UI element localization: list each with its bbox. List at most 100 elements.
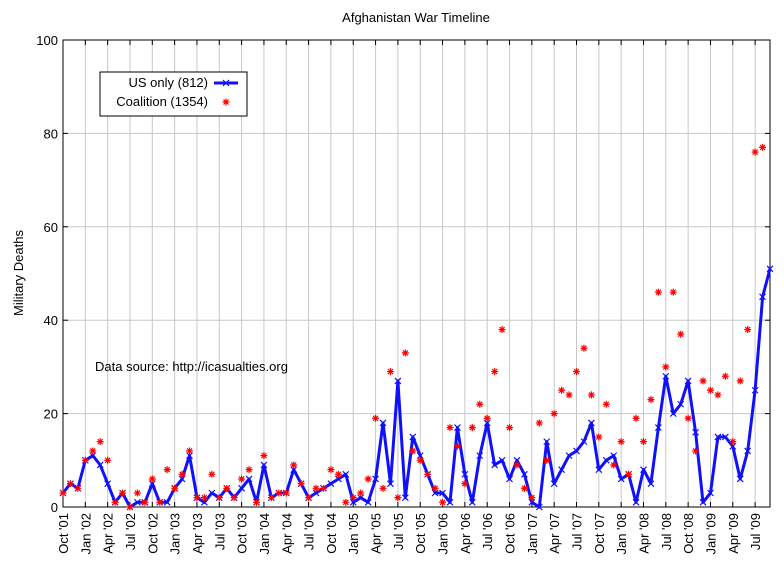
x-tick-label: Jul '07 (570, 513, 585, 550)
data-point-coalition (692, 447, 700, 455)
data-point-coalition (535, 419, 543, 427)
data-point-coalition (647, 396, 655, 404)
data-point-coalition (409, 447, 417, 455)
data-point-us (602, 456, 610, 464)
data-source-annotation: Data source: http://icasualties.org (95, 359, 288, 374)
legend: US only (812) Coalition (1354) (99, 71, 248, 117)
y-tick-label: 100 (36, 33, 58, 48)
data-point-coalition (625, 470, 633, 478)
data-point-us (580, 438, 588, 446)
data-point-coalition (141, 498, 149, 506)
data-point-coalition (729, 438, 737, 446)
data-point-us (721, 433, 729, 441)
data-point-us (617, 475, 625, 483)
data-point-us (736, 475, 744, 483)
x-tick-label: Jul '02 (123, 513, 138, 550)
data-point-coalition (699, 377, 707, 385)
y-axis: 0 20 40 60 80 100 (36, 33, 770, 515)
x-tick-label: Jul '09 (748, 513, 763, 550)
data-point-coalition (491, 368, 499, 376)
x-tick-label: Jan '09 (703, 513, 718, 555)
data-point-coalition (461, 480, 469, 488)
x-tick-label: Jul '05 (391, 513, 406, 550)
data-point-us (595, 466, 603, 474)
data-point-coalition (573, 368, 581, 376)
data-point-coalition (171, 484, 179, 492)
data-point-us (640, 466, 647, 474)
data-point-us (245, 475, 253, 483)
data-point-coalition (186, 447, 194, 455)
data-point-coalition (706, 386, 714, 394)
data-point-coalition (290, 461, 298, 469)
data-point-coalition (439, 498, 447, 506)
data-point-coalition (476, 400, 484, 408)
data-point-coalition (446, 424, 454, 432)
data-point-coalition (357, 489, 365, 497)
data-point-coalition (119, 489, 127, 497)
series-1 (59, 143, 767, 511)
data-point-coalition (550, 410, 558, 418)
y-tick-label: 40 (44, 313, 58, 328)
data-point-us (699, 498, 707, 506)
data-point-coalition (528, 494, 536, 502)
data-point-us (208, 489, 216, 497)
data-point-us (647, 480, 655, 488)
data-point-coalition (223, 484, 231, 492)
x-tick-label: Apr '05 (369, 513, 384, 554)
data-point-coalition (684, 414, 692, 422)
x-tick-label: Jan '05 (346, 513, 361, 555)
data-point-coalition (208, 470, 216, 478)
data-point-us (677, 400, 685, 408)
data-point-coalition (148, 475, 156, 483)
x-tick-label: Oct '06 (503, 513, 518, 554)
data-point-coalition (275, 489, 283, 497)
x-tick-label: Jul '03 (212, 513, 227, 550)
x-tick-label: Jan '02 (78, 513, 93, 555)
x-tick-label: Oct '08 (681, 513, 696, 554)
data-point-us (476, 452, 484, 460)
data-point-us (498, 456, 506, 464)
data-point-coalition (66, 480, 74, 488)
y-tick-label: 60 (44, 220, 58, 235)
data-point-us (364, 498, 372, 506)
data-point-coalition (513, 461, 521, 469)
grid-layer (63, 40, 770, 507)
data-point-us (550, 480, 558, 488)
data-point-us (692, 428, 700, 436)
data-point-coalition (178, 470, 186, 478)
x-tick-label: Jan '08 (614, 513, 629, 555)
data-point-coalition (632, 414, 640, 422)
data-point-coalition (342, 498, 350, 506)
data-point-coalition (133, 489, 141, 497)
data-point-coalition (230, 494, 238, 502)
data-point-us (409, 433, 417, 441)
data-point-coalition (595, 433, 603, 441)
data-point-coalition (96, 438, 104, 446)
data-point-us (461, 470, 469, 478)
data-point-coalition (520, 484, 528, 492)
legend-label-us: US only (812) (129, 75, 208, 90)
data-point-coalition (89, 447, 97, 455)
data-point-coalition (81, 456, 89, 464)
data-point-coalition (372, 414, 380, 422)
data-point-coalition (610, 461, 618, 469)
data-point-us (238, 484, 246, 492)
data-point-us (707, 489, 714, 497)
data-point-us (342, 470, 350, 478)
data-point-coalition (543, 456, 551, 464)
data-point-coalition (759, 143, 767, 151)
data-point-us (535, 503, 543, 511)
data-point-coalition (267, 494, 275, 502)
data-point-coalition (736, 377, 744, 385)
data-point-coalition (587, 391, 595, 399)
data-point-coalition (506, 424, 514, 432)
data-point-us (401, 494, 409, 502)
x-tick-label: Jan '07 (525, 513, 540, 555)
data-point-us (669, 410, 677, 418)
data-point-us (96, 461, 104, 469)
x-tick-label: Oct '07 (592, 513, 607, 554)
data-point-coalition (394, 494, 402, 502)
data-point-us (744, 447, 752, 455)
data-point-us (565, 452, 573, 460)
